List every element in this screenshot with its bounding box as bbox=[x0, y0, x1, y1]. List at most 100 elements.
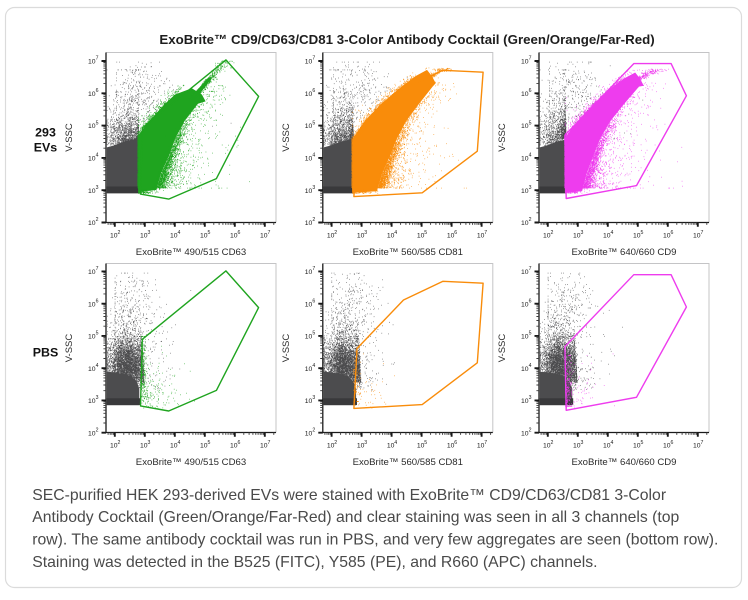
svg-text:4: 4 bbox=[178, 440, 181, 446]
svg-text:3: 3 bbox=[364, 440, 367, 446]
svg-text:10: 10 bbox=[603, 233, 611, 240]
svg-text:10: 10 bbox=[521, 269, 529, 276]
svg-text:10: 10 bbox=[573, 233, 581, 240]
svg-text:3: 3 bbox=[148, 440, 151, 446]
svg-text:4: 4 bbox=[529, 153, 532, 159]
svg-text:2: 2 bbox=[551, 440, 554, 446]
svg-text:2: 2 bbox=[118, 440, 121, 446]
svg-text:6: 6 bbox=[671, 440, 674, 446]
svg-text:5: 5 bbox=[529, 331, 532, 337]
svg-text:10: 10 bbox=[521, 188, 529, 195]
svg-text:10: 10 bbox=[693, 233, 701, 240]
svg-text:10: 10 bbox=[305, 220, 313, 227]
svg-text:7: 7 bbox=[701, 440, 704, 446]
svg-text:10: 10 bbox=[521, 59, 529, 66]
svg-text:10: 10 bbox=[477, 443, 485, 450]
svg-text:7: 7 bbox=[268, 440, 271, 446]
svg-text:10: 10 bbox=[200, 443, 208, 450]
svg-text:7: 7 bbox=[484, 230, 487, 236]
svg-text:5: 5 bbox=[96, 120, 99, 126]
svg-text:ExoBrite™ 490/515 CD63: ExoBrite™ 490/515 CD63 bbox=[136, 457, 246, 468]
svg-text:10: 10 bbox=[170, 233, 178, 240]
svg-text:ExoBrite™ 560/585 CD81: ExoBrite™ 560/585 CD81 bbox=[353, 457, 463, 468]
svg-text:5: 5 bbox=[424, 230, 427, 236]
svg-text:10: 10 bbox=[88, 398, 96, 405]
svg-text:2: 2 bbox=[312, 427, 315, 433]
svg-text:10: 10 bbox=[230, 443, 238, 450]
svg-text:ExoBrite™ 640/660 CD9: ExoBrite™ 640/660 CD9 bbox=[571, 247, 676, 258]
svg-text:SEC-purified HEK 293-derived E: SEC-purified HEK 293-derived EVs were st… bbox=[32, 487, 666, 504]
svg-text:2: 2 bbox=[312, 217, 315, 223]
svg-text:10: 10 bbox=[305, 91, 313, 98]
svg-text:10: 10 bbox=[88, 366, 96, 373]
svg-text:6: 6 bbox=[454, 230, 457, 236]
svg-text:10: 10 bbox=[88, 91, 96, 98]
svg-text:ExoBrite™ 640/660 CD9: ExoBrite™ 640/660 CD9 bbox=[571, 457, 676, 468]
svg-text:10: 10 bbox=[305, 156, 313, 163]
svg-text:Staining was detected in the B: Staining was detected in the B525 (FITC)… bbox=[32, 554, 597, 571]
svg-text:10: 10 bbox=[417, 233, 425, 240]
svg-text:10: 10 bbox=[521, 366, 529, 373]
svg-text:5: 5 bbox=[424, 440, 427, 446]
svg-text:7: 7 bbox=[701, 230, 704, 236]
svg-text:6: 6 bbox=[529, 88, 532, 94]
svg-text:2: 2 bbox=[529, 427, 532, 433]
svg-text:10: 10 bbox=[230, 233, 238, 240]
svg-text:V-SSC: V-SSC bbox=[281, 334, 292, 363]
svg-text:6: 6 bbox=[96, 88, 99, 94]
svg-text:7: 7 bbox=[529, 266, 532, 272]
svg-text:PBS: PBS bbox=[33, 346, 58, 360]
svg-text:10: 10 bbox=[305, 188, 313, 195]
svg-text:10: 10 bbox=[521, 123, 529, 130]
svg-text:10: 10 bbox=[88, 123, 96, 130]
svg-text:10: 10 bbox=[110, 443, 118, 450]
svg-text:10: 10 bbox=[305, 430, 313, 437]
svg-text:10: 10 bbox=[305, 269, 313, 276]
svg-text:10: 10 bbox=[543, 233, 551, 240]
svg-text:ExoBrite™ 560/585 CD81: ExoBrite™ 560/585 CD81 bbox=[353, 247, 463, 258]
svg-text:10: 10 bbox=[88, 59, 96, 66]
svg-text:10: 10 bbox=[88, 430, 96, 437]
svg-text:10: 10 bbox=[88, 220, 96, 227]
svg-text:2: 2 bbox=[551, 230, 554, 236]
svg-text:V-SSC: V-SSC bbox=[64, 334, 75, 363]
svg-text:10: 10 bbox=[447, 443, 455, 450]
svg-text:10: 10 bbox=[327, 233, 335, 240]
svg-text:10: 10 bbox=[357, 443, 365, 450]
svg-text:4: 4 bbox=[611, 230, 614, 236]
svg-text:4: 4 bbox=[529, 363, 532, 369]
svg-text:7: 7 bbox=[484, 440, 487, 446]
svg-text:10: 10 bbox=[305, 123, 313, 130]
svg-text:3: 3 bbox=[529, 395, 532, 401]
svg-text:5: 5 bbox=[641, 440, 644, 446]
svg-text:7: 7 bbox=[312, 266, 315, 272]
svg-text:10: 10 bbox=[447, 233, 455, 240]
svg-text:10: 10 bbox=[140, 233, 148, 240]
svg-text:7: 7 bbox=[268, 230, 271, 236]
svg-text:V-SSC: V-SSC bbox=[497, 334, 508, 363]
svg-text:V-SSC: V-SSC bbox=[281, 123, 292, 152]
svg-text:5: 5 bbox=[312, 120, 315, 126]
svg-text:10: 10 bbox=[663, 443, 671, 450]
svg-text:10: 10 bbox=[200, 233, 208, 240]
svg-text:2: 2 bbox=[334, 230, 337, 236]
svg-text:3: 3 bbox=[364, 230, 367, 236]
svg-text:6: 6 bbox=[529, 298, 532, 304]
svg-text:10: 10 bbox=[110, 233, 118, 240]
svg-text:ExoBrite™ CD9/CD63/CD81 3-Colo: ExoBrite™ CD9/CD63/CD81 3-Color Antibody… bbox=[159, 32, 654, 47]
svg-text:5: 5 bbox=[208, 230, 211, 236]
svg-text:3: 3 bbox=[96, 185, 99, 191]
svg-text:5: 5 bbox=[312, 331, 315, 337]
svg-text:2: 2 bbox=[334, 440, 337, 446]
svg-text:6: 6 bbox=[312, 298, 315, 304]
svg-text:10: 10 bbox=[477, 233, 485, 240]
svg-text:10: 10 bbox=[305, 366, 313, 373]
svg-text:EVs: EVs bbox=[34, 141, 58, 155]
svg-text:10: 10 bbox=[521, 334, 529, 341]
svg-text:7: 7 bbox=[96, 56, 99, 62]
svg-text:5: 5 bbox=[641, 230, 644, 236]
svg-text:3: 3 bbox=[581, 440, 584, 446]
svg-text:5: 5 bbox=[208, 440, 211, 446]
svg-text:3: 3 bbox=[312, 185, 315, 191]
svg-text:2: 2 bbox=[96, 217, 99, 223]
